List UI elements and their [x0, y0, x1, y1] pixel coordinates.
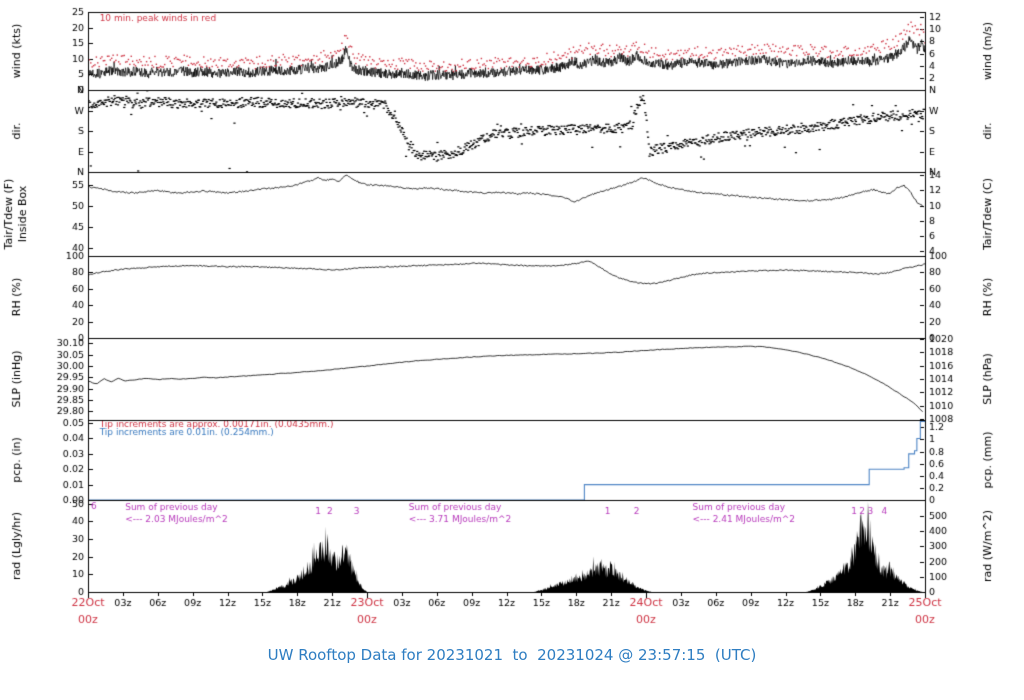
figure-title: UW Rooftop Data for 20231021 to 20231024…	[267, 646, 757, 664]
